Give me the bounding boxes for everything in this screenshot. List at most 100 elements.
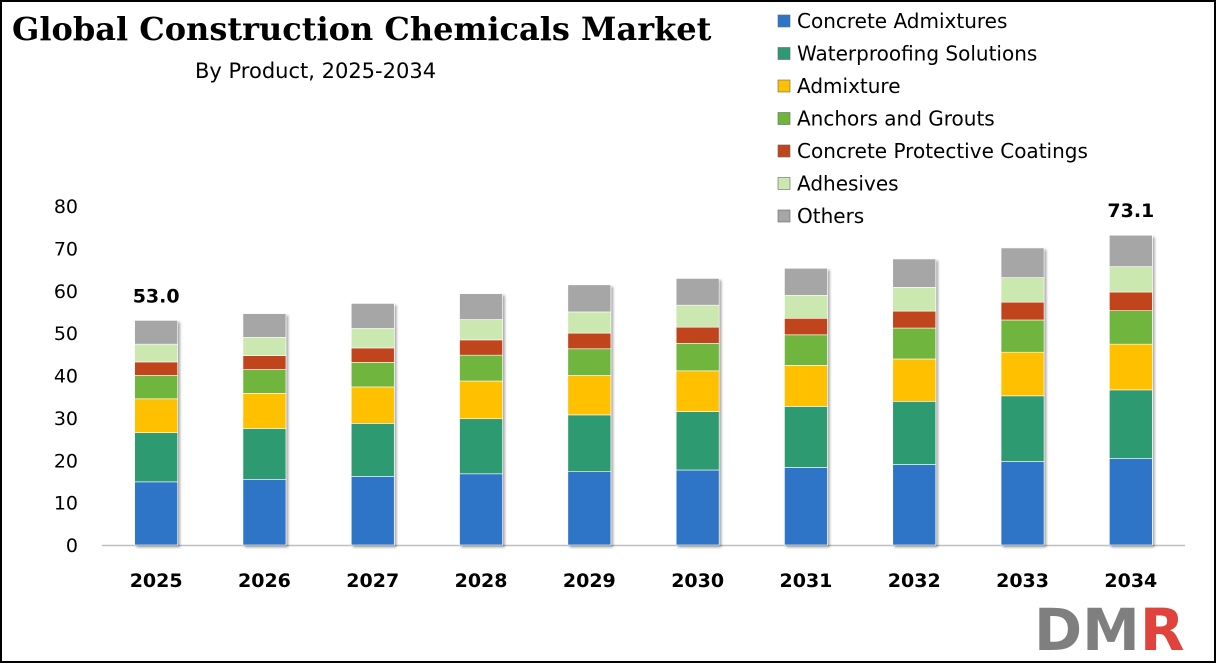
x-tick-label: 2025 xyxy=(130,570,183,592)
y-tick-label: 40 xyxy=(54,366,78,388)
bar-segment-anchors-and-grouts xyxy=(459,354,503,382)
y-tick-label: 10 xyxy=(54,493,78,515)
legend-item-admixture: Admixture xyxy=(777,74,901,98)
bar-segment-adhesives xyxy=(1000,277,1045,303)
bar-segment-anchors-and-grouts xyxy=(567,348,612,376)
x-tick-label: 2026 xyxy=(238,570,291,592)
x-tick-label: 2032 xyxy=(888,570,941,592)
bar-segment-admixture xyxy=(242,392,287,429)
bar-segment-others xyxy=(1109,234,1153,267)
bar-segment-adhesives xyxy=(242,337,287,356)
bar-segment-waterproofing-solutions xyxy=(242,428,287,480)
bar-segment-others xyxy=(134,320,178,345)
bar-segment-others xyxy=(784,267,828,296)
bar-segment-anchors-and-grouts xyxy=(784,334,828,366)
bar-segment-concrete-protective-coatings xyxy=(1109,291,1153,311)
legend-item-waterproofing-solutions: Waterproofing Solutions xyxy=(777,42,1037,66)
total-label-2025: 53.0 xyxy=(133,285,180,307)
x-tick-label: 2029 xyxy=(563,570,616,592)
bar-segment-adhesives xyxy=(784,295,828,319)
bar-segment-admixture xyxy=(1000,351,1045,397)
bar-segment-concrete-protective-coatings xyxy=(459,339,503,356)
bar-stack-2029 xyxy=(567,284,612,546)
bar-segment-concrete-admixtures xyxy=(784,467,828,546)
bar-segment-waterproofing-solutions xyxy=(892,401,937,465)
bar-segment-waterproofing-solutions xyxy=(784,406,828,468)
legend-item-others: Others xyxy=(777,204,864,228)
legend: Concrete Admixtures Waterproofing Solutio… xyxy=(777,9,1088,228)
bar-segment-concrete-admixtures xyxy=(459,473,503,546)
bar-segment-concrete-admixtures xyxy=(134,481,178,546)
bar-segment-concrete-protective-coatings xyxy=(350,347,395,363)
bar-segment-others xyxy=(1000,247,1045,278)
bar-segment-waterproofing-solutions xyxy=(1109,389,1153,459)
total-labels: 53.0 73.1 xyxy=(133,200,1155,307)
legend-label: Admixture xyxy=(797,74,901,98)
y-tick-label: 30 xyxy=(54,408,78,430)
bar-segment-waterproofing-solutions xyxy=(350,423,395,477)
bar-segment-admixture xyxy=(784,365,828,407)
bar-segment-concrete-protective-coatings xyxy=(892,310,937,329)
bar-stack-2034 xyxy=(1109,234,1153,546)
legend-label: Waterproofing Solutions xyxy=(797,42,1037,66)
bar-segment-admixture xyxy=(459,380,503,420)
bar-stack-2031 xyxy=(784,267,828,546)
chart-title: Global Construction Chemicals Market xyxy=(12,10,712,48)
bar-segment-waterproofing-solutions xyxy=(567,414,612,472)
legend-item-anchors-and-grouts: Anchors and Grouts xyxy=(777,107,995,131)
legend-label: Others xyxy=(797,204,864,228)
bar-segment-adhesives xyxy=(892,287,937,312)
bar-segment-admixture xyxy=(350,386,395,424)
legend-swatch xyxy=(777,144,791,158)
bar-stack-2026 xyxy=(242,313,287,546)
x-tick-label: 2031 xyxy=(780,570,833,592)
bar-segment-concrete-admixtures xyxy=(675,469,720,546)
bar-segment-anchors-and-grouts xyxy=(242,369,287,394)
bar-stack-2025 xyxy=(134,320,178,546)
y-tick-label: 60 xyxy=(54,281,78,303)
bar-stack-2028 xyxy=(459,293,503,546)
bar-segment-adhesives xyxy=(459,319,503,341)
chart-subtitle: By Product, 2025-2034 xyxy=(195,59,437,83)
dmr-logo: DMR xyxy=(1034,596,1185,661)
x-tick-label: 2028 xyxy=(455,570,508,592)
bar-stack-2030 xyxy=(675,278,720,546)
y-tick-label: 80 xyxy=(54,196,78,218)
bar-stack-2032 xyxy=(892,258,937,546)
bar-segment-anchors-and-grouts xyxy=(892,327,937,360)
bar-segment-waterproofing-solutions xyxy=(134,432,178,483)
legend-swatch xyxy=(777,112,791,125)
bar-segment-adhesives xyxy=(1109,266,1153,293)
x-tick-label: 2033 xyxy=(996,570,1049,592)
bar-segment-concrete-protective-coatings xyxy=(784,317,828,336)
bar-segment-concrete-protective-coatings xyxy=(134,361,178,376)
x-tick-label: 2030 xyxy=(671,570,724,592)
x-tick-label: 2027 xyxy=(346,570,399,592)
bar-segment-anchors-and-grouts xyxy=(1109,310,1153,345)
y-tick-label: 0 xyxy=(66,535,78,557)
bar-segment-waterproofing-solutions xyxy=(675,411,720,471)
bar-segment-concrete-admixtures xyxy=(1000,461,1045,546)
legend-swatch xyxy=(777,209,791,223)
bar-segment-concrete-protective-coatings xyxy=(567,332,612,350)
legend-label: Concrete Admixtures xyxy=(797,9,1007,33)
bars xyxy=(134,234,1153,546)
legend-item-concrete-protective-coatings: Concrete Protective Coatings xyxy=(777,139,1088,163)
bar-segment-concrete-admixtures xyxy=(350,476,395,546)
legend-swatch xyxy=(777,79,791,93)
bar-segment-anchors-and-grouts xyxy=(1000,319,1045,353)
bar-segment-concrete-admixtures xyxy=(567,471,612,546)
x-tick-label: 2034 xyxy=(1104,570,1157,592)
legend-swatch xyxy=(777,14,791,28)
bar-segment-concrete-admixtures xyxy=(892,464,937,546)
legend-item-concrete-admixtures: Concrete Admixtures xyxy=(777,9,1007,33)
bar-segment-others xyxy=(892,258,937,288)
logo-text: DMR xyxy=(1034,596,1185,661)
bar-segment-admixture xyxy=(1109,343,1153,391)
bar-segment-anchors-and-grouts xyxy=(350,362,395,388)
total-label-2034: 73.1 xyxy=(1107,200,1154,222)
bar-stack-2033 xyxy=(1000,247,1045,546)
bar-segment-admixture xyxy=(892,358,937,402)
